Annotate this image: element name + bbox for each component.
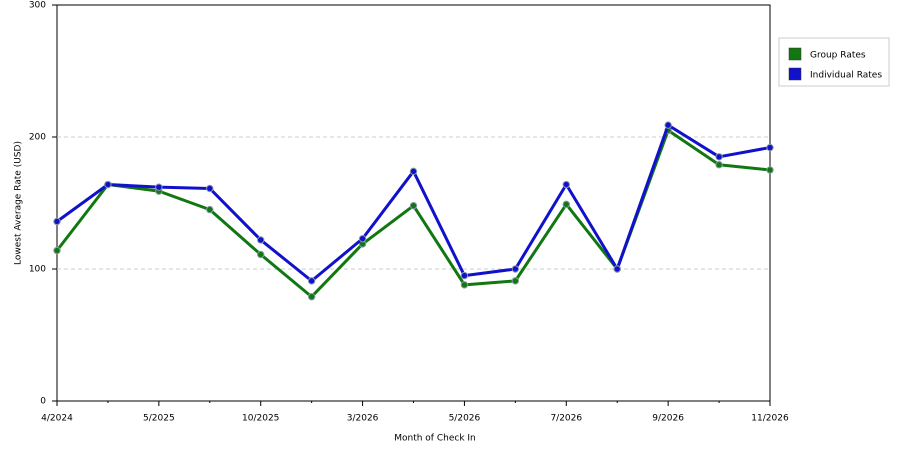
series-line: [55, 128, 771, 299]
data-point: [104, 180, 112, 189]
x-tick-label: 5/2026: [449, 414, 481, 424]
data-point: [460, 271, 469, 280]
data-point: [307, 293, 316, 301]
data-point: [613, 265, 621, 273]
x-tick-label: 10/2025: [242, 414, 279, 424]
data-point: [206, 205, 214, 214]
legend-swatch: [788, 67, 802, 81]
x-tick-label: 4/2024: [41, 414, 73, 424]
data-point: [257, 250, 265, 259]
y-tick-label: 100: [29, 265, 46, 275]
x-tick-label: 5/2025: [143, 414, 175, 424]
legend-swatch: [788, 47, 802, 61]
data-point: [511, 277, 520, 285]
data-point: [206, 184, 214, 193]
x-tick-label: 9/2026: [652, 414, 684, 424]
data-point: [307, 277, 316, 285]
y-tick-label: 200: [29, 133, 46, 143]
legend-label: Group Rates: [810, 51, 866, 61]
data-point: [562, 200, 570, 209]
y-tick-label: 300: [29, 1, 46, 11]
data-point: [155, 183, 163, 191]
legend-label: Individual Rates: [810, 71, 882, 81]
data-point: [53, 246, 61, 255]
data-point: [511, 265, 520, 273]
data-point: [562, 180, 570, 189]
data-point: [460, 281, 469, 289]
x-tick-label: 3/2026: [347, 414, 379, 424]
y-tick-label: 0: [40, 397, 46, 407]
data-point: [766, 143, 774, 152]
data-point: [715, 161, 723, 169]
data-point: [409, 201, 418, 210]
data-point: [257, 236, 265, 244]
y-axis-label: Lowest Average Rate (USD): [14, 141, 24, 265]
x-tick-label: 7/2026: [550, 414, 582, 424]
data-point: [409, 167, 418, 176]
x-axis-label: Month of Check In: [394, 434, 476, 444]
data-point: [664, 121, 672, 129]
x-tick-label: 11/2026: [751, 414, 789, 424]
data-point: [53, 217, 61, 226]
data-point: [715, 153, 723, 161]
data-point: [358, 234, 367, 243]
data-point: [766, 166, 774, 174]
